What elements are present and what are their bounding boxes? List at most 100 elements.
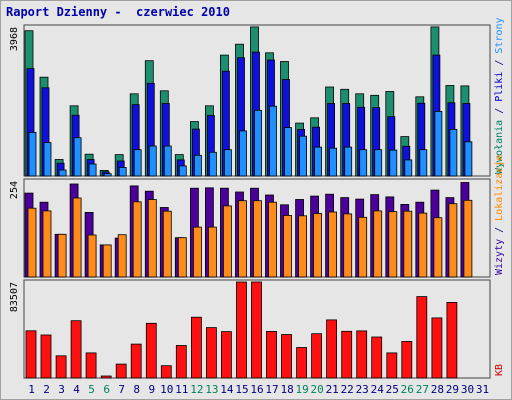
x-tick-label: 23 — [356, 383, 369, 396]
top-bar — [434, 111, 443, 177]
middle-bar — [207, 226, 217, 278]
x-tick-label: 19 — [295, 383, 308, 396]
top-bar — [178, 165, 187, 177]
bottom-bar — [130, 343, 142, 379]
middle-bar — [448, 203, 458, 278]
top-bar — [118, 166, 127, 177]
bottom-bar — [326, 319, 338, 379]
top-bar — [239, 130, 247, 177]
x-tick-label: 22 — [341, 383, 354, 396]
top-bar — [103, 173, 112, 177]
top-bar — [148, 145, 157, 177]
middle-bar — [298, 215, 308, 278]
bottom-bar — [115, 363, 127, 379]
x-tick-label: 28 — [431, 383, 444, 396]
middle-legend-label: Wizyty / Lokalizacje — [494, 155, 505, 275]
x-tick-label: 7 — [118, 383, 125, 396]
bottom-bar — [446, 301, 458, 379]
x-tick-label: 29 — [446, 383, 459, 396]
bottom-bar — [175, 345, 187, 379]
middle-bar — [313, 213, 323, 278]
bottom-bar — [416, 296, 428, 379]
middle-bar — [42, 210, 52, 278]
top-bar — [223, 149, 232, 177]
top-bar — [269, 105, 277, 177]
top-bar — [88, 163, 97, 177]
top-legend-part: / — [494, 102, 505, 120]
x-tick-label: 30 — [461, 383, 474, 396]
bottom-bar — [160, 365, 172, 379]
top-legend-part: Pliki — [494, 72, 505, 102]
middle-bar — [27, 207, 37, 278]
middle-bar — [238, 200, 247, 278]
middle-bar — [117, 234, 127, 278]
top-bar — [374, 149, 383, 177]
bottom-bar — [100, 375, 112, 379]
bottom-bar — [401, 340, 413, 379]
bottom-bar — [70, 320, 82, 379]
bottom-bar — [371, 336, 383, 379]
x-tick-label: 27 — [416, 383, 429, 396]
bottom-bar — [220, 331, 232, 379]
middle-bar — [418, 212, 428, 278]
x-tick-label: 3 — [58, 383, 65, 396]
top-bar — [73, 137, 82, 177]
x-tick-label: 6 — [103, 383, 110, 396]
x-tick-label: 26 — [401, 383, 414, 396]
top-bar — [314, 146, 323, 177]
middle-bar — [222, 205, 232, 278]
bottom-bar — [356, 330, 368, 379]
top-legend-part: Strony — [494, 17, 505, 53]
middle-bar — [162, 210, 172, 278]
x-tick-label: 21 — [326, 383, 339, 396]
top-bar — [359, 149, 368, 177]
x-tick-label: 11 — [175, 383, 188, 396]
middle-bar — [463, 199, 473, 278]
top-bar — [58, 169, 67, 177]
top-bar — [28, 131, 37, 177]
bottom-max-label: 83507 — [9, 282, 20, 312]
middle-legend-part: Wizyty — [494, 239, 505, 275]
top-bar — [133, 149, 142, 177]
x-tick-label: 25 — [386, 383, 399, 396]
x-tick-label: 15 — [235, 383, 248, 396]
top-bar — [43, 142, 52, 177]
bottom-bar — [251, 281, 262, 379]
bottom-bar — [296, 347, 308, 379]
x-tick-label: 8 — [133, 383, 140, 396]
x-tick-label: 13 — [205, 383, 218, 396]
bottom-bar — [311, 333, 323, 379]
middle-bar — [132, 201, 142, 278]
middle-legend-part: Lokalizacje — [494, 155, 505, 221]
x-tick-label: 2 — [43, 383, 50, 396]
top-bar — [449, 128, 458, 177]
x-tick-label: 10 — [160, 383, 173, 396]
x-tick-label: 5 — [88, 383, 95, 396]
bottom-bar — [40, 334, 52, 379]
middle-bar — [433, 217, 443, 278]
middle-bar — [87, 234, 97, 278]
top-bar — [299, 135, 308, 177]
x-tick-label: 9 — [148, 383, 155, 396]
bottom-bar — [281, 334, 292, 379]
middle-bar — [373, 210, 383, 278]
bottom-bar — [236, 281, 247, 379]
top-bar — [404, 159, 413, 177]
top-bar — [208, 151, 217, 177]
top-bar — [389, 149, 398, 177]
bottom-bar — [145, 322, 157, 379]
bottom-bar — [85, 352, 97, 379]
top-legend-part: / — [494, 54, 505, 72]
bottom-bar — [386, 352, 398, 379]
top-bar — [254, 109, 262, 177]
bottom-bar — [205, 327, 217, 379]
x-tick-label: 18 — [280, 383, 293, 396]
x-tick-label: 24 — [371, 383, 385, 396]
bottom-legend-part: KB — [494, 364, 505, 376]
middle-bar — [403, 210, 413, 278]
middle-bar — [253, 200, 262, 278]
x-tick-label: 16 — [250, 383, 263, 396]
x-tick-label: 14 — [220, 383, 234, 396]
chart-title: Raport Dzienny - czerwiec 2010 — [6, 5, 230, 19]
